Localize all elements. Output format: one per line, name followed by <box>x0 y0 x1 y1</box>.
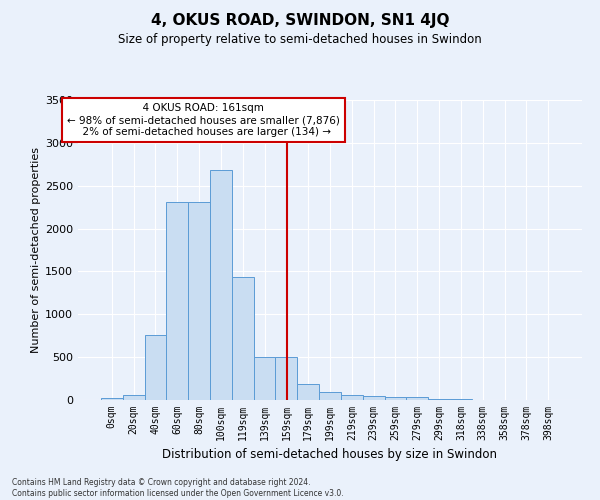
Bar <box>101 398 123 400</box>
Bar <box>166 202 188 400</box>
Bar <box>341 396 363 400</box>
Bar <box>319 392 341 400</box>
Bar <box>210 170 232 400</box>
Bar <box>123 396 145 400</box>
Bar <box>363 396 385 400</box>
Text: 4 OKUS ROAD: 161sqm  
← 98% of semi-detached houses are smaller (7,876)
  2% of : 4 OKUS ROAD: 161sqm ← 98% of semi-detach… <box>67 104 340 136</box>
Text: 4, OKUS ROAD, SWINDON, SN1 4JQ: 4, OKUS ROAD, SWINDON, SN1 4JQ <box>151 12 449 28</box>
Bar <box>232 276 254 400</box>
Bar <box>406 398 428 400</box>
Bar <box>254 357 275 400</box>
Bar <box>385 397 406 400</box>
Bar <box>428 399 450 400</box>
Bar <box>297 384 319 400</box>
X-axis label: Distribution of semi-detached houses by size in Swindon: Distribution of semi-detached houses by … <box>163 448 497 462</box>
Y-axis label: Number of semi-detached properties: Number of semi-detached properties <box>31 147 41 353</box>
Text: Contains HM Land Registry data © Crown copyright and database right 2024.
Contai: Contains HM Land Registry data © Crown c… <box>12 478 344 498</box>
Text: Size of property relative to semi-detached houses in Swindon: Size of property relative to semi-detach… <box>118 32 482 46</box>
Bar <box>188 202 210 400</box>
Bar <box>145 335 166 400</box>
Bar <box>275 357 297 400</box>
